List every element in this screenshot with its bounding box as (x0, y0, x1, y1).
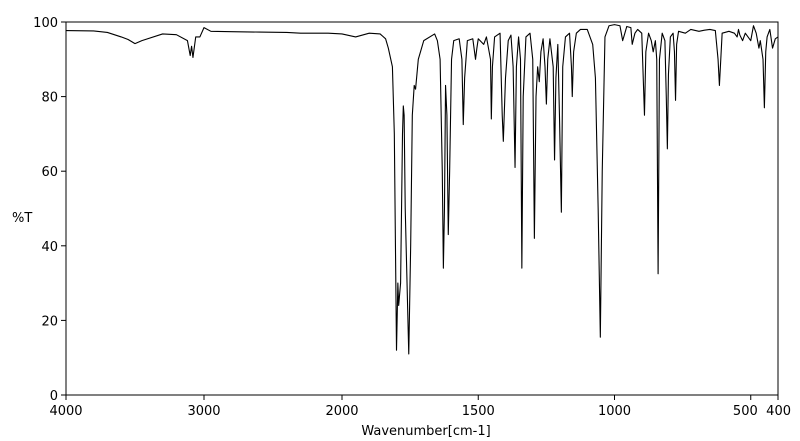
x-tick-label: 1000 (598, 404, 631, 419)
y-tick-label: 40 (41, 240, 58, 255)
spectrum-series (65, 24, 779, 355)
x-tick-label: 4000 (49, 404, 82, 419)
x-axis: 4000 3000 2000 1500 1000 500 400 (49, 395, 791, 419)
x-tick-label: 400 (766, 404, 791, 419)
plot-border (65, 21, 779, 396)
y-tick-label: 80 (41, 91, 58, 106)
y-tick-label: 20 (41, 314, 58, 329)
y-axis: 0 20 40 60 80 100 (33, 16, 66, 404)
y-tick-label: 60 (41, 165, 58, 180)
x-tick-label: 500 (733, 404, 758, 419)
y-tick-label: 100 (33, 16, 58, 31)
x-tick-label: 3000 (187, 404, 220, 419)
spectrum-line (65, 24, 779, 355)
y-tick-label: 0 (50, 389, 58, 404)
x-tick-label: 1500 (462, 404, 495, 419)
plot-area (65, 21, 779, 396)
x-tick-label: 2000 (325, 404, 358, 419)
y-axis-title: %T (12, 211, 32, 226)
x-axis-title: Wavenumber[cm-1] (361, 424, 490, 439)
